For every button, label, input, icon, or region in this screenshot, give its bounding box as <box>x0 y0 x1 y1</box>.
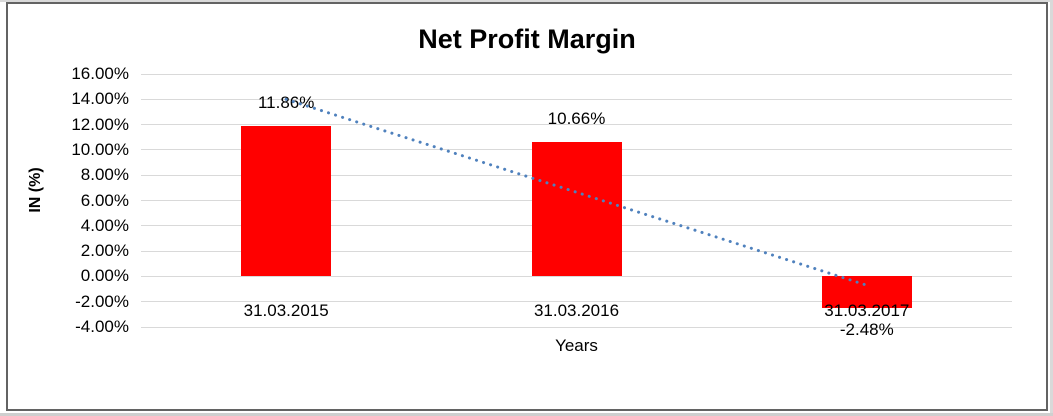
y-axis-tick-label: 2.00% <box>80 241 129 261</box>
y-axis-tick-label: 16.00% <box>71 64 129 83</box>
y-axis-tick-label: 14.00% <box>71 89 129 109</box>
chart-title: Net Profit Margin <box>418 24 636 54</box>
x-axis-category-label: 31.03.2017 <box>824 301 910 320</box>
x-axis-category-label: 31.03.2016 <box>533 301 620 320</box>
x-axis-category-label: 31.03.2015 <box>243 301 329 320</box>
y-axis-tick-label: 8.00% <box>80 165 129 185</box>
y-axis-tick-label: 6.00% <box>80 190 129 210</box>
gridline <box>141 301 1012 303</box>
data-label: 11.86% <box>257 93 315 113</box>
gridline <box>141 73 1012 75</box>
y-axis-tick-label: -2.00% <box>75 291 129 311</box>
net-profit-margin-chart: Net Profit Margin IN (%) Years 16.00% 14.… <box>6 2 1048 411</box>
y-axis-tick-label: 0.00% <box>80 266 129 286</box>
bar-1 <box>241 126 332 277</box>
y-axis-tick-label: 10.00% <box>71 139 129 159</box>
screenshot-edge-top <box>0 0 1053 2</box>
y-axis-tick-label: 12.00% <box>71 114 129 134</box>
screenshot-edge-right <box>1050 0 1053 416</box>
y-axis-tick-label: -4.00% <box>75 317 129 336</box>
y-axis-tick-label: 4.00% <box>80 215 129 235</box>
screenshot-edge-bottom <box>0 413 1053 416</box>
bar-2 <box>531 141 622 277</box>
gridline <box>141 326 1012 328</box>
data-label: 10.66% <box>547 108 606 128</box>
x-axis-title: Years <box>555 336 598 355</box>
data-label: -2.48% <box>839 320 894 339</box>
